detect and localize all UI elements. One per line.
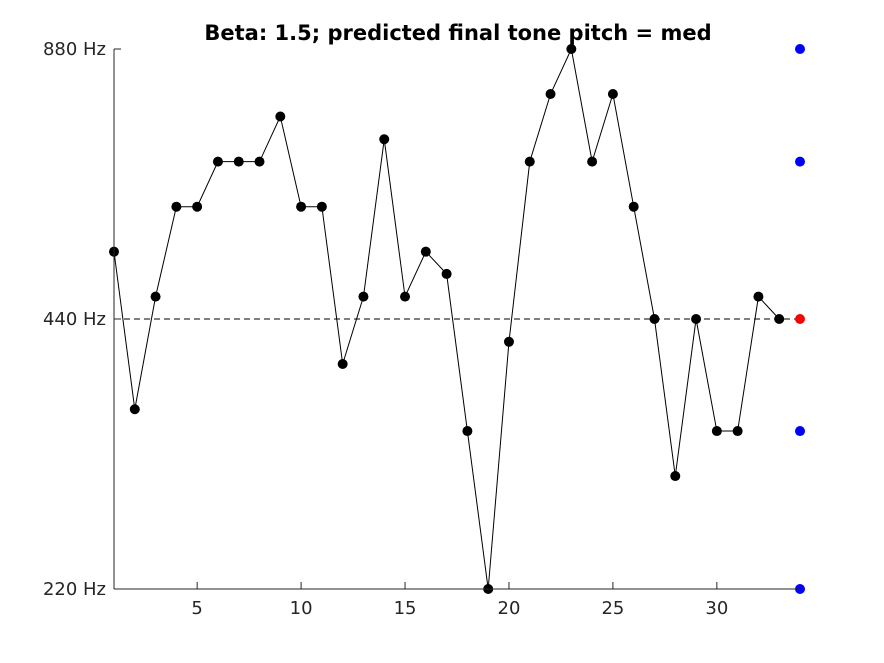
data-point <box>462 426 473 437</box>
data-point <box>254 156 265 167</box>
data-point <box>441 268 452 279</box>
data-point <box>691 314 702 324</box>
data-point <box>150 291 161 302</box>
data-point <box>753 291 764 302</box>
x-tick-label: 5 <box>191 598 202 619</box>
data-point <box>192 201 203 212</box>
data-point <box>420 246 431 257</box>
data-point <box>711 426 722 437</box>
data-point <box>233 156 244 167</box>
candidate-point-layer <box>795 44 805 594</box>
data-point <box>358 291 369 302</box>
data-point <box>587 156 598 167</box>
data-point <box>545 88 556 99</box>
data-point <box>649 314 660 324</box>
candidate-point <box>795 426 805 437</box>
data-point <box>670 471 681 482</box>
data-point <box>607 88 618 99</box>
data-point <box>524 156 535 167</box>
x-tick-label: 15 <box>394 598 417 619</box>
x-tick-label: 10 <box>290 598 313 619</box>
data-point <box>566 44 577 54</box>
data-point <box>296 201 307 212</box>
axes: 5 10 15 20 25 30 220 Hz 440 Hz 880 Hz <box>43 39 800 619</box>
data-point <box>732 426 743 437</box>
data-point <box>379 134 390 145</box>
y-tick-label: 880 Hz <box>43 39 106 60</box>
x-tick-label: 25 <box>601 598 624 619</box>
y-tick-label: 440 Hz <box>43 309 106 330</box>
data-point <box>275 111 286 122</box>
data-point <box>503 336 514 347</box>
candidate-point <box>795 156 805 167</box>
data-point <box>628 201 639 212</box>
data-point <box>212 156 223 167</box>
candidate-point <box>795 44 805 54</box>
candidate-point <box>795 314 805 324</box>
data-point <box>171 201 182 212</box>
series-point-layer <box>109 44 785 594</box>
data-point <box>316 201 327 212</box>
data-point <box>337 358 348 369</box>
data-point <box>129 404 140 415</box>
chart-title: Beta: 1.5; predicted final tone pitch = … <box>204 21 711 45</box>
y-tick-label: 220 Hz <box>43 579 106 600</box>
data-point <box>774 314 785 324</box>
x-tick-label: 20 <box>498 598 521 619</box>
x-tick-label: 30 <box>705 598 728 619</box>
data-point <box>400 291 411 302</box>
